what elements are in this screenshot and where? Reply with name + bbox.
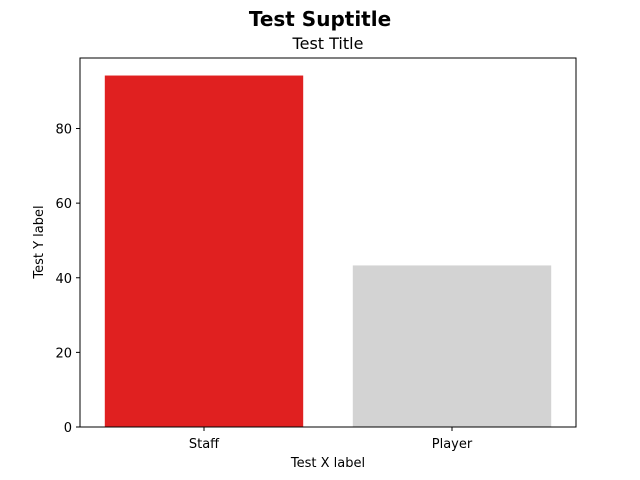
y-tick-label: 60 <box>55 197 72 212</box>
y-axis-ticks: 0 20 40 60 80 <box>55 123 80 436</box>
x-axis-label: Test X label <box>290 456 365 471</box>
plot-frame <box>79 57 577 428</box>
bar-player <box>352 265 552 427</box>
y-tick-label: 20 <box>55 346 72 361</box>
x-tick-label: Staff <box>189 437 220 452</box>
y-tick-label: 40 <box>55 272 72 287</box>
y-tick-label: 0 <box>64 421 72 436</box>
y-tick-label: 80 <box>55 123 72 138</box>
bar-staff <box>104 75 304 428</box>
chart-suptitle: Test Suptitle <box>249 7 391 31</box>
x-tick-label: Player <box>432 437 473 452</box>
x-axis-ticks: Staff Player <box>189 427 473 452</box>
y-axis-label: Test Y label <box>32 205 47 279</box>
bars-group <box>104 75 552 428</box>
chart-title: Test Title <box>292 34 364 53</box>
